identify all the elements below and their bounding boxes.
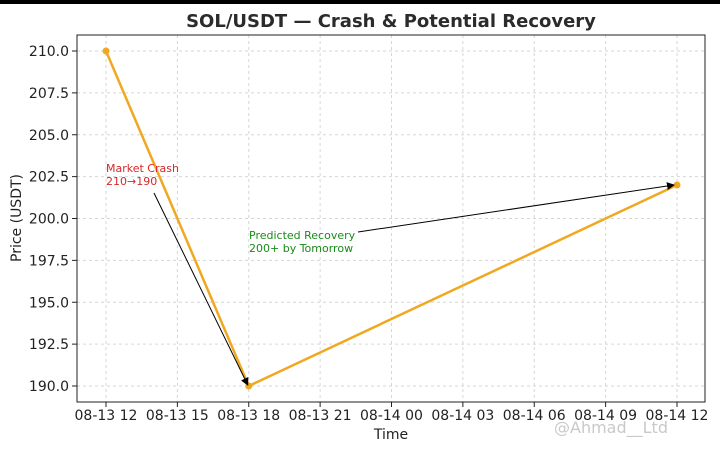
watermark: @Ahmad__Ltd (554, 418, 668, 438)
annotation-arrow (357, 182, 675, 233)
y-tick-label: 202.5 (29, 170, 69, 186)
annotation-arrow (153, 192, 249, 386)
y-tick-label: 197.5 (29, 253, 69, 269)
top-border (0, 0, 720, 4)
x-tick-label: 08-14 00 (360, 408, 423, 424)
x-tick-label: 08-14 03 (431, 408, 494, 424)
x-tick-label: 08-14 06 (503, 408, 566, 424)
x-tick-label: 08-14 12 (646, 408, 709, 424)
y-tick-label: 190.0 (29, 379, 69, 395)
x-tick-label: 08-14 09 (574, 408, 637, 424)
annotation-market-crash-line: 210→190 (106, 175, 157, 188)
annotation-predicted-recovery-line: Predicted Recovery (249, 229, 356, 242)
y-tick-label: 207.5 (29, 86, 69, 102)
y-tick-label: 195.0 (29, 295, 69, 311)
y-tick-label: 192.5 (29, 337, 69, 353)
data-point (102, 47, 110, 55)
annotation-predicted-recovery-line: 200+ by Tomorrow (249, 242, 353, 255)
chart-title: SOL/USDT — Crash & Potential Recovery (186, 11, 596, 32)
x-tick-label: 08-13 15 (146, 408, 209, 424)
data-point (673, 181, 681, 189)
x-tick-label: 08-13 18 (217, 408, 280, 424)
y-tick-label: 210.0 (29, 44, 69, 60)
y-tick-label: 205.0 (29, 128, 69, 144)
y-tick-label: 200.0 (29, 212, 69, 228)
y-axis-label: Price (USDT) (9, 174, 25, 262)
x-tick-label: 08-13 12 (75, 408, 138, 424)
x-tick-label: 08-13 21 (289, 408, 352, 424)
annotation-market-crash-line: Market Crash (106, 162, 179, 175)
data-point (245, 382, 253, 390)
x-axis-label: Time (373, 427, 408, 443)
